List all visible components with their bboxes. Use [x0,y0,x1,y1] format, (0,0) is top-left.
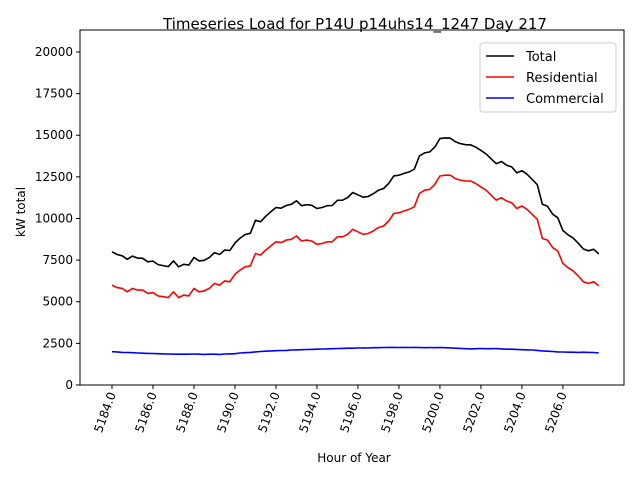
x-tick-label: 5206.0 [542,390,570,434]
x-tick-label: 5190.0 [214,390,242,434]
y-tick-label: 7500 [42,253,73,267]
y-tick-label: 15000 [35,128,73,142]
y-tick-label: 20000 [35,45,73,59]
y-tick-label: 0 [65,378,73,392]
y-tick-label: 10000 [35,211,73,225]
legend-label-total: Total [525,50,556,65]
x-tick-label: 5200.0 [419,390,447,434]
x-tick-label: 5192.0 [255,390,283,434]
y-tick-label: 12500 [35,170,73,184]
y-tick-label: 5000 [42,295,73,309]
x-tick-label: 5202.0 [460,390,488,434]
y-tick-label: 17500 [35,87,73,101]
series-line-total [111,137,600,268]
x-axis-label: Hour of Year [317,451,391,465]
x-tick-label: 5194.0 [296,390,324,434]
x-tick-label: 5184.0 [91,390,119,434]
x-tick-label: 5204.0 [501,390,529,434]
y-tick-label: 2500 [42,336,73,350]
x-tick-label: 5186.0 [132,390,160,434]
legend-box [479,42,617,113]
x-tick-label: 5196.0 [337,390,365,434]
legend-label-commercial: Commercial [526,92,604,107]
plot-frame [79,29,625,386]
x-tick-label: 5188.0 [173,390,201,434]
y-axis-label: kW total [14,187,28,237]
legend-label-residential: Residential [526,71,598,86]
series-line-residential [111,174,600,299]
x-tick-label: 5198.0 [378,390,406,434]
series-line-commercial [111,346,599,356]
legend: Total Residential Commercial [479,42,617,113]
chart-title: Timeseries Load for P14U p14uhs14_1247 D… [162,15,547,34]
